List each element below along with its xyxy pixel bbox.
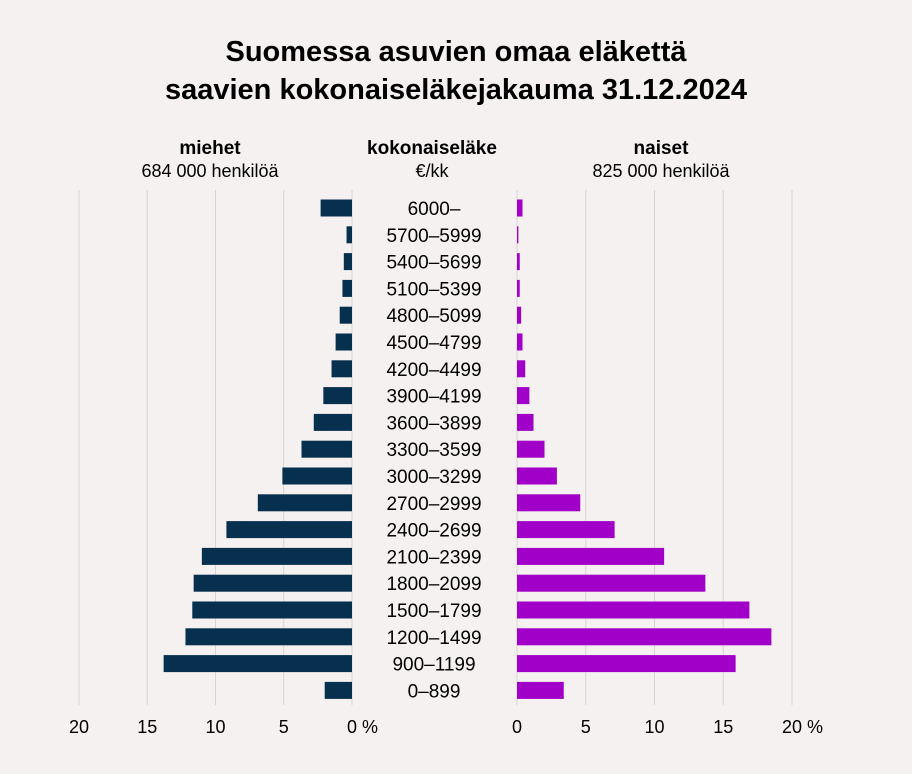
bar-naiset bbox=[517, 333, 523, 351]
category-label: 3900–4199 bbox=[386, 387, 481, 408]
left-tick-label: 10 bbox=[205, 717, 225, 737]
bar-miehet bbox=[226, 521, 352, 539]
bar-naiset bbox=[517, 628, 772, 646]
bar-naiset bbox=[517, 440, 545, 458]
chart-title-line-2: saavien kokonaiseläkejakauma 31.12.2024 bbox=[165, 74, 747, 106]
category-label: 0–899 bbox=[408, 681, 461, 702]
category-label: 3000–3299 bbox=[386, 467, 481, 488]
category-label: 4800–5099 bbox=[386, 306, 481, 327]
bar-miehet bbox=[185, 628, 352, 646]
chart-title-line-1: Suomessa asuvien omaa eläkettä bbox=[225, 36, 687, 68]
right-tick-label: 5 bbox=[581, 717, 591, 737]
bar-naiset bbox=[517, 279, 520, 297]
bar-miehet bbox=[339, 306, 352, 324]
bar-naiset bbox=[517, 306, 522, 324]
category-label: 1800–2099 bbox=[386, 574, 481, 595]
bar-naiset bbox=[517, 547, 665, 565]
left-tick-label: 5 bbox=[279, 717, 289, 737]
bar-miehet bbox=[331, 360, 352, 378]
bar-naiset bbox=[517, 655, 736, 673]
category-label: 3600–3899 bbox=[386, 413, 481, 434]
left-tick-label: 20 bbox=[69, 717, 89, 737]
category-label: 5400–5699 bbox=[386, 253, 481, 274]
bar-naiset bbox=[517, 253, 520, 271]
category-label: 4500–4799 bbox=[386, 333, 481, 354]
right-header-subtitle: 825 000 henkilöä bbox=[592, 161, 730, 181]
bar-miehet bbox=[342, 279, 352, 297]
category-label: 2700–2999 bbox=[386, 494, 481, 515]
left-tick-label: 15 bbox=[137, 717, 157, 737]
right-header-title: naiset bbox=[634, 138, 690, 159]
category-label: 900–1199 bbox=[392, 655, 475, 676]
bar-naiset bbox=[517, 681, 564, 699]
left-header-subtitle: 684 000 henkilöä bbox=[141, 161, 279, 181]
bar-miehet bbox=[320, 199, 352, 217]
bar-miehet bbox=[346, 226, 352, 244]
left-header-title: miehet bbox=[179, 138, 241, 159]
bar-miehet bbox=[323, 387, 352, 405]
bar-naiset bbox=[517, 601, 750, 619]
category-label: 5700–5999 bbox=[386, 226, 481, 247]
bar-miehet bbox=[192, 601, 352, 619]
bar-miehet bbox=[163, 655, 352, 673]
category-label: 1500–1799 bbox=[386, 601, 481, 622]
bar-miehet bbox=[301, 440, 352, 458]
category-label: 4200–4499 bbox=[386, 360, 481, 381]
bar-naiset bbox=[517, 199, 523, 217]
center-header-subtitle: €/kk bbox=[415, 161, 449, 181]
category-label: 1200–1499 bbox=[386, 628, 481, 649]
bar-naiset bbox=[517, 360, 526, 378]
bar-miehet bbox=[257, 494, 352, 512]
bar-miehet bbox=[193, 574, 352, 592]
right-tick-label: 15 bbox=[713, 717, 733, 737]
right-tick-label: 10 bbox=[644, 717, 664, 737]
bar-miehet bbox=[335, 333, 352, 351]
category-label: 2400–2699 bbox=[386, 521, 481, 542]
center-header-title: kokonaiseläke bbox=[367, 138, 497, 159]
bar-naiset bbox=[517, 467, 557, 485]
right-tick-label: 20 % bbox=[782, 717, 823, 737]
bar-naiset bbox=[517, 413, 534, 431]
category-label: 2100–2399 bbox=[386, 547, 481, 568]
left-tick-label: 0 % bbox=[347, 717, 378, 737]
bar-naiset bbox=[517, 521, 615, 539]
category-label: 5100–5399 bbox=[386, 279, 481, 300]
category-label: 3300–3599 bbox=[386, 440, 481, 461]
bar-miehet bbox=[282, 467, 352, 485]
bar-naiset bbox=[517, 226, 519, 244]
bar-miehet bbox=[313, 413, 352, 431]
bar-miehet bbox=[324, 681, 352, 699]
bar-naiset bbox=[517, 494, 581, 512]
bar-miehet bbox=[343, 253, 352, 271]
right-tick-label: 0 bbox=[512, 717, 522, 737]
bar-naiset bbox=[517, 387, 530, 405]
category-label: 6000– bbox=[408, 199, 461, 220]
bar-miehet bbox=[201, 547, 352, 565]
bar-naiset bbox=[517, 574, 706, 592]
